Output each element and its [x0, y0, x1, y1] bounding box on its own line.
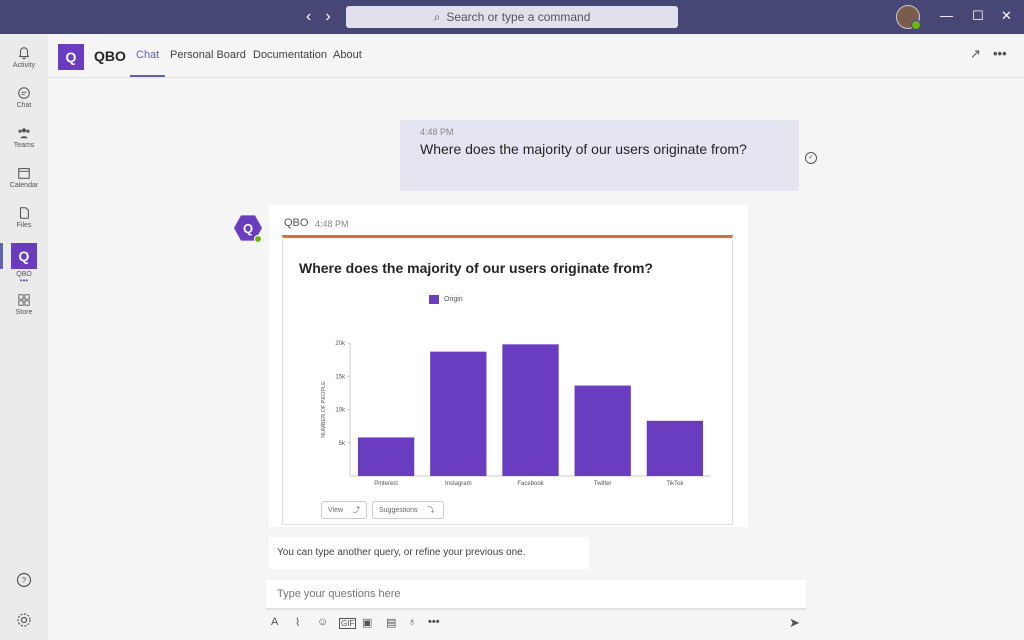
- bar-pinterest: [357, 437, 415, 476]
- rail-item-store[interactable]: Store: [0, 293, 48, 316]
- praise-icon[interactable]: ♁: [408, 616, 417, 628]
- rail-item-activity[interactable]: Activity: [0, 46, 48, 69]
- bar-instagram: [430, 351, 487, 476]
- app-header: Q QBO Chat Personal Board Documentation …: [48, 34, 1024, 78]
- suggestions-arrow-icon: ⤵: [427, 507, 435, 514]
- bot-message: QBO 4:48 PM Where does the majority of o…: [269, 205, 748, 527]
- message-time: 4:48 PM: [420, 127, 454, 137]
- maximize-icon[interactable]: ☐: [972, 8, 984, 23]
- y-tick-label: 15k: [335, 374, 346, 380]
- format-icon[interactable]: A: [271, 616, 279, 628]
- legend-label: Origin: [444, 296, 463, 303]
- search-bar[interactable]: ⌕ Search or type a command: [346, 6, 678, 28]
- y-axis-label: NUMBER OF PEOPLE: [321, 381, 327, 438]
- rail-label: Chat: [16, 102, 32, 109]
- user-message: 4:48 PM Where does the majority of our u…: [400, 120, 799, 191]
- bell-icon: [18, 47, 30, 60]
- popout-icon[interactable]: ↗: [970, 46, 981, 61]
- y-tick-label: 10k: [335, 408, 346, 414]
- back-arrow-icon[interactable]: ‹: [306, 8, 312, 25]
- more-options-icon[interactable]: •••: [993, 46, 1007, 61]
- read-receipt-icon: ✓: [805, 152, 817, 164]
- qbo-logo-icon: Q: [11, 243, 37, 269]
- help-icon: ?: [16, 572, 32, 588]
- file-icon: [19, 207, 29, 219]
- profile-avatar[interactable]: [896, 5, 921, 30]
- view-arrow-icon: ⤴: [353, 507, 361, 514]
- bar-tiktok: [646, 420, 704, 476]
- minimize-icon[interactable]: —: [940, 8, 953, 23]
- rail-item-qbo[interactable]: Q QBO •••: [0, 243, 48, 285]
- schedule-meeting-icon[interactable]: ▤: [386, 617, 397, 629]
- card-title: Where does the majority of our users ori…: [299, 260, 653, 276]
- bot-name: QBO: [284, 217, 309, 229]
- chat-area: 4:48 PM Where does the majority of our u…: [48, 78, 1024, 640]
- compose-box[interactable]: [266, 580, 806, 610]
- x-tick-label: Pinterest: [374, 481, 398, 487]
- suggestions-button[interactable]: Suggestions ⤵: [372, 501, 444, 519]
- attach-icon[interactable]: ⌇: [295, 617, 301, 629]
- bar-facebook: [502, 344, 559, 476]
- nav-arrows: ‹ ›: [306, 8, 331, 26]
- rail-label: Calendar: [9, 182, 39, 189]
- message-text: Where does the majority of our users ori…: [420, 141, 747, 157]
- app-rail: Activity Chat Teams Calendar Files Q QBO…: [0, 34, 48, 640]
- x-tick-label: Twitter: [594, 481, 612, 487]
- bot-time: 4:48 PM: [315, 219, 349, 229]
- rail-item-files[interactable]: Files: [0, 206, 48, 229]
- chart-legend: Origin: [429, 295, 463, 304]
- x-tick-label: Instagram: [445, 481, 472, 487]
- close-icon[interactable]: ✕: [1001, 8, 1012, 23]
- more-apps-icon[interactable]: •••: [428, 616, 440, 628]
- search-icon: ⌕: [433, 9, 441, 24]
- view-button[interactable]: View ⤴: [321, 501, 368, 519]
- chart-card: Where does the majority of our users ori…: [282, 235, 733, 525]
- question-input[interactable]: [266, 580, 806, 608]
- rail-label: QBO: [16, 271, 32, 278]
- rail-label: Files: [16, 222, 32, 229]
- calendar-icon: [18, 168, 30, 179]
- app-name: QBO: [94, 48, 126, 64]
- hint-message: You can type another query, or refine yo…: [269, 537, 589, 569]
- rail-item-teams[interactable]: Teams: [0, 126, 48, 149]
- rail-label: Activity: [12, 62, 36, 69]
- title-bar: ‹ › ⌕ Search or type a command — ☐ ✕: [0, 0, 1024, 34]
- y-tick-label: 5k: [339, 441, 346, 447]
- send-icon[interactable]: ➤: [789, 615, 800, 630]
- x-tick-label: TikTok: [666, 481, 684, 487]
- rail-label: Teams: [13, 142, 35, 149]
- gif-icon[interactable]: GIF: [339, 618, 357, 629]
- bar-chart: 5k 10k 15k 20k NUMBER OF PEOPLE Pinterest Inst…: [321, 341, 711, 487]
- tab-personal-board[interactable]: Personal Board: [170, 49, 246, 61]
- view-label: View: [328, 506, 344, 514]
- more-dots-icon[interactable]: •••: [19, 276, 29, 285]
- search-placeholder: Search or type a command: [446, 10, 591, 24]
- tab-documentation[interactable]: Documentation: [253, 49, 327, 61]
- x-tick-label: Facebook: [517, 481, 544, 487]
- forward-arrow-icon[interactable]: ›: [325, 8, 331, 25]
- tab-chat[interactable]: Chat: [129, 49, 166, 77]
- svg-text:?: ?: [22, 576, 27, 585]
- bot-status-icon: [254, 235, 262, 243]
- gear-icon: [17, 613, 31, 627]
- bar-twitter: [574, 385, 631, 476]
- chat-icon: [18, 87, 30, 99]
- emoji-icon[interactable]: ☺: [317, 616, 329, 628]
- rail-item-calendar[interactable]: Calendar: [0, 166, 48, 189]
- teams-icon: [18, 128, 30, 139]
- legend-swatch: [429, 295, 439, 304]
- suggestions-label: Suggestions: [379, 506, 418, 514]
- tab-about[interactable]: About: [333, 49, 362, 61]
- rail-item-chat[interactable]: Chat: [0, 86, 48, 109]
- sticker-icon[interactable]: ▣: [362, 617, 373, 629]
- help-button[interactable]: ?: [0, 572, 48, 590]
- qbo-app-icon: Q: [58, 44, 84, 70]
- rail-label: Store: [15, 309, 33, 316]
- y-tick-label: 20k: [335, 341, 346, 347]
- settings-button[interactable]: [0, 612, 48, 630]
- store-icon: [18, 294, 30, 306]
